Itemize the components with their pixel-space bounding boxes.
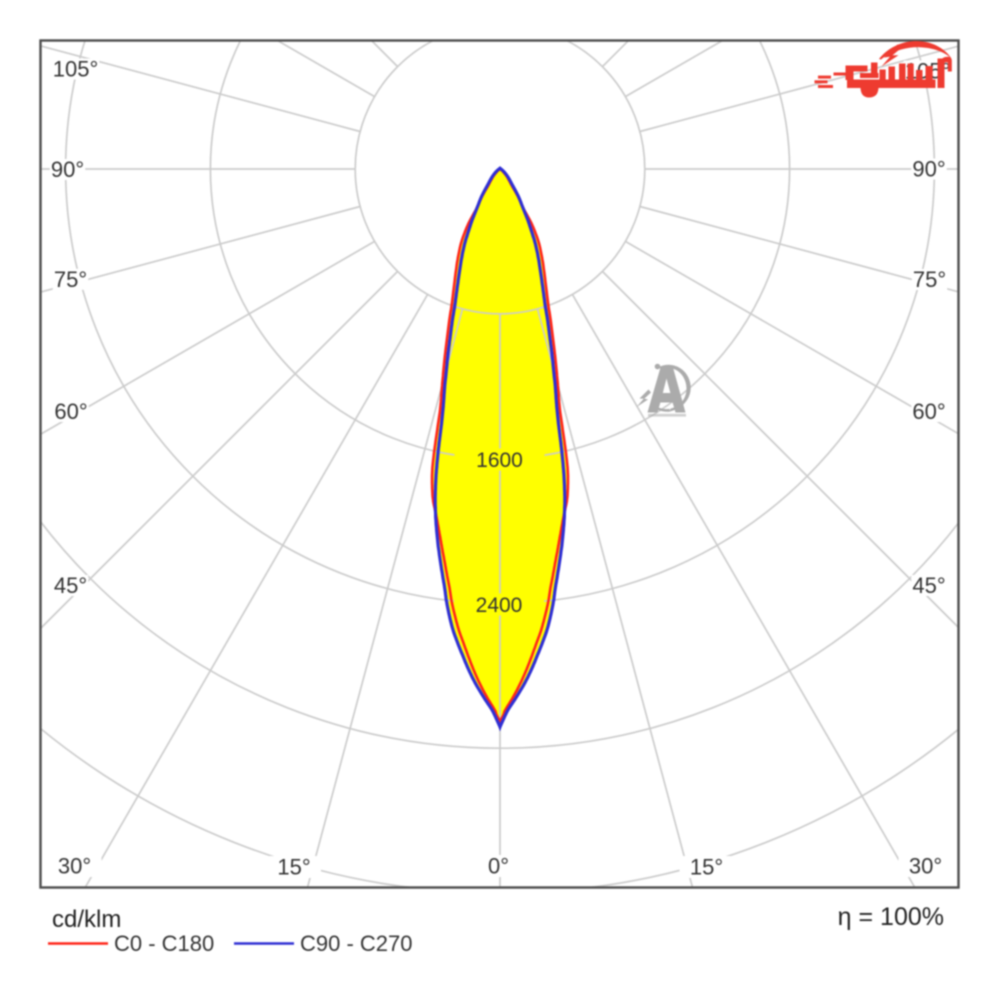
svg-text:45°: 45° xyxy=(54,573,87,598)
svg-text:30°: 30° xyxy=(909,854,942,879)
svg-text:45°: 45° xyxy=(912,573,945,598)
svg-text:90°: 90° xyxy=(912,157,945,182)
svg-text:30°: 30° xyxy=(58,854,91,879)
svg-text:C0 - C180: C0 - C180 xyxy=(114,931,214,956)
svg-text:cd/klm: cd/klm xyxy=(52,906,121,933)
svg-text:1600: 1600 xyxy=(476,449,523,472)
svg-text:2400: 2400 xyxy=(476,594,523,617)
svg-text:75°: 75° xyxy=(54,267,87,292)
svg-text:η = 100%: η = 100% xyxy=(838,903,944,931)
svg-text:90°: 90° xyxy=(51,157,84,182)
svg-text:75°: 75° xyxy=(913,267,946,292)
svg-text:105°: 105° xyxy=(53,57,99,82)
svg-text:C90 - C270: C90 - C270 xyxy=(300,931,413,956)
svg-text:15°: 15° xyxy=(690,855,723,880)
svg-text:15°: 15° xyxy=(277,855,310,880)
svg-text:60°: 60° xyxy=(54,399,87,424)
svg-text:0°: 0° xyxy=(488,854,509,879)
svg-text:60°: 60° xyxy=(912,399,945,424)
